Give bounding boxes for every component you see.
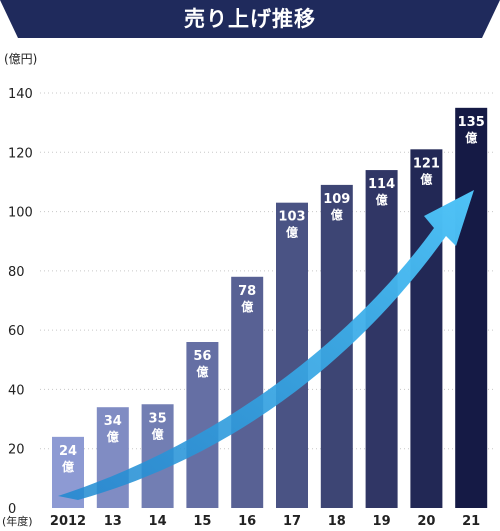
data-label-unit: 億 [420, 171, 432, 186]
data-label-unit: 億 [286, 225, 298, 240]
x-tick-label: 2012 [50, 514, 86, 529]
x-tick-label: 14 [149, 514, 167, 529]
data-label-value: 103 [278, 210, 305, 225]
x-tick-label: 17 [283, 514, 301, 529]
data-label-unit: 億 [152, 426, 164, 441]
x-tick-label: 15 [193, 514, 211, 529]
data-label-unit: 億 [107, 429, 119, 444]
x-tick-label: 21 [462, 514, 480, 529]
y-tick-label: 140 [8, 87, 33, 102]
bar [365, 170, 398, 509]
bar [186, 342, 219, 508]
data-label-value: 135 [458, 115, 485, 130]
data-label-unit: 億 [241, 299, 253, 314]
data-label-value: 34 [104, 414, 122, 429]
data-label-unit: 億 [376, 192, 388, 207]
title-banner: 売り上げ推移 [0, 0, 500, 40]
x-tick-label: 20 [417, 514, 435, 529]
x-axis-label: (年度) [2, 514, 33, 528]
data-label-unit: 億 [331, 207, 343, 222]
y-tick-label: 40 [8, 383, 25, 398]
bar [276, 202, 308, 508]
title-banner-shape [0, 0, 500, 38]
y-tick-label: 0 [8, 502, 16, 517]
chart-title: 売り上げ推移 [184, 7, 316, 31]
data-label-value: 24 [59, 444, 77, 459]
data-label-unit: 億 [62, 459, 74, 474]
bar [231, 276, 264, 508]
data-label-value: 78 [238, 284, 256, 299]
y-tick-label: 20 [8, 443, 25, 458]
data-label-value: 121 [413, 156, 440, 171]
x-tick-label: 13 [104, 514, 122, 529]
growth-arrow [58, 190, 474, 500]
bar [455, 107, 488, 509]
y-axis-label: (億円) [4, 52, 38, 66]
data-label-value: 114 [368, 177, 395, 192]
y-tick-label: 120 [8, 146, 33, 161]
data-label-value: 56 [193, 349, 211, 364]
bar [410, 149, 443, 509]
y-tick-label: 80 [8, 265, 25, 280]
x-tick-label: 18 [328, 514, 346, 529]
y-tick-label: 60 [8, 324, 25, 339]
data-label-unit: 億 [196, 364, 208, 379]
data-label-value: 35 [149, 411, 167, 426]
data-label-unit: 億 [465, 130, 477, 145]
x-tick-label: 19 [373, 514, 391, 529]
x-tick-label: 16 [238, 514, 256, 529]
data-label-value: 109 [323, 192, 350, 207]
y-tick-label: 100 [8, 206, 33, 221]
